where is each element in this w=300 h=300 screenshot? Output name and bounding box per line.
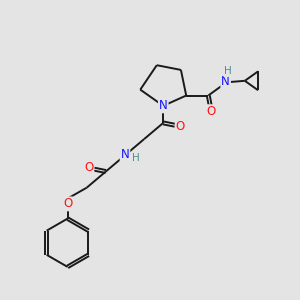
Text: H: H <box>132 153 140 163</box>
Text: O: O <box>176 120 185 133</box>
Text: O: O <box>207 105 216 118</box>
Text: N: N <box>221 75 230 88</box>
Text: O: O <box>84 161 93 175</box>
Text: N: N <box>121 148 129 160</box>
Text: H: H <box>224 66 232 76</box>
Text: N: N <box>159 99 168 112</box>
Text: O: O <box>63 197 72 210</box>
